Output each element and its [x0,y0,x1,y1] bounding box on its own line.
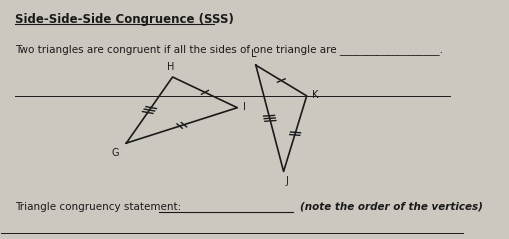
Text: K: K [312,90,318,100]
Text: (note the order of the vertices): (note the order of the vertices) [299,202,482,212]
Text: H: H [166,62,174,72]
Text: G: G [111,148,119,158]
Text: I: I [242,102,245,112]
Text: J: J [286,176,288,186]
Text: Triangle congruency statement:: Triangle congruency statement: [15,202,181,212]
Text: Side-Side-Side Congruence (SSS): Side-Side-Side Congruence (SSS) [15,13,234,26]
Text: L: L [250,49,256,59]
Text: Two triangles are congruent if all the sides of one triangle are _______________: Two triangles are congruent if all the s… [15,44,442,55]
